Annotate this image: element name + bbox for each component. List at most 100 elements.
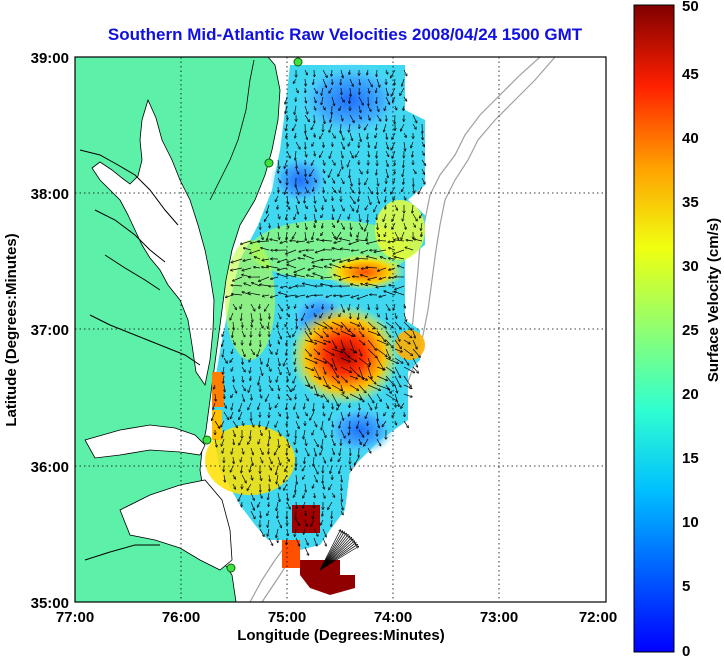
velocity-arrow (329, 123, 333, 132)
velocity-arrow (332, 248, 342, 251)
velocity-arrow (322, 366, 326, 374)
velocity-arrow (340, 393, 348, 398)
velocity-arrow (305, 231, 306, 240)
velocity-arrow (284, 483, 288, 490)
velocity-arrow (393, 96, 396, 102)
velocity-arrow (322, 456, 325, 463)
velocity-arrow (340, 375, 347, 382)
velocity-arrow (304, 255, 315, 260)
velocity-arrow (289, 285, 297, 288)
velocity-arrow (358, 339, 365, 345)
velocity-arrow (262, 259, 270, 260)
velocity-arrow (331, 447, 334, 454)
velocity-arrow (403, 393, 412, 397)
velocity-arrow (260, 510, 261, 518)
velocity-arrow (393, 177, 396, 183)
velocity-arrow (277, 519, 281, 528)
velocity-arrow (331, 321, 343, 327)
velocity-arrow (385, 204, 386, 209)
velocity-arrow (310, 168, 315, 176)
velocity-arrow (232, 348, 234, 354)
velocity-arrow (293, 123, 297, 131)
velocity-arrow (376, 348, 387, 356)
velocity-arrow (311, 123, 315, 129)
velocity-arrow (319, 543, 356, 571)
velocity-arrow (296, 321, 297, 328)
velocity-arrow (367, 69, 368, 75)
velocity-arrow (278, 339, 279, 344)
velocity-arrow (368, 150, 369, 157)
river-rappahannock (94, 209, 166, 263)
velocity-arrow (332, 420, 333, 427)
velocity-arrow (319, 531, 342, 571)
velocity-arrow (310, 411, 315, 420)
velocity-arrow (349, 402, 350, 407)
velocity-arrow (287, 265, 297, 269)
velocity-arrow (277, 456, 281, 465)
velocity-arrow (233, 375, 234, 382)
velocity-arrow (322, 429, 326, 437)
velocity-arrow (294, 267, 306, 272)
velocity-arrow (383, 213, 387, 221)
velocity-arrow (258, 438, 261, 444)
velocity-arrow (358, 411, 359, 417)
velocity-arrow (286, 501, 290, 509)
velocity-arrow (313, 528, 318, 536)
velocity-arrow (239, 402, 243, 411)
velocity-arrow (230, 312, 234, 320)
velocity-arrow (222, 447, 225, 453)
velocity-arrow (278, 159, 279, 169)
x-axis-label: Longitude (Degrees:Minutes) (237, 627, 445, 644)
velocity-arrow (385, 366, 394, 373)
velocity-arrow (395, 312, 397, 318)
velocity-arrow (331, 132, 335, 138)
velocity-arrow (385, 87, 388, 96)
velocity-arrow (358, 312, 359, 319)
velocity-arrow (332, 213, 333, 219)
velocity-arrow (366, 231, 369, 240)
velocity-arrow (321, 87, 324, 95)
velocity-arrow (323, 159, 325, 165)
velocity-arrow (377, 69, 378, 76)
velocity-arrow (243, 258, 252, 261)
velocity-arrow (268, 492, 269, 500)
velocity-arrow (385, 222, 386, 228)
velocity-arrow (332, 141, 333, 146)
velocity-arrow (267, 266, 279, 269)
colorbar-tick-label: 40 (682, 130, 699, 147)
velocity-arrow (367, 366, 372, 378)
velocity-arrow (422, 132, 423, 140)
velocity-arrow (313, 78, 314, 84)
x-tick-label: 73:00 (480, 609, 518, 626)
velocity-arrow (305, 483, 306, 492)
velocity-arrow (278, 258, 288, 262)
velocity-arrow (271, 294, 279, 297)
velocity-arrow (323, 186, 324, 192)
velocity-arrow (364, 123, 369, 130)
velocity-arrow (359, 213, 360, 221)
velocity-arrow (355, 150, 360, 157)
velocity-arrow (242, 447, 244, 454)
velocity-arrow (330, 465, 333, 473)
velocity-arrow (348, 141, 350, 146)
velocity-arrow (278, 213, 280, 219)
river-potomac (79, 149, 179, 226)
velocity-arrow (312, 429, 315, 435)
velocity-arrow (349, 321, 359, 326)
velocity-arrow (230, 465, 234, 472)
velocity-arrow (304, 339, 317, 344)
velocity-arrow (278, 186, 279, 192)
velocity-arrow (376, 312, 379, 317)
velocity-arrow (267, 231, 270, 240)
velocity-arrow (325, 267, 333, 269)
velocity-arrow (376, 384, 390, 389)
velocity-arrow (313, 420, 317, 427)
velocity-arrow (277, 411, 280, 416)
velocity-arrow (339, 312, 342, 317)
velocity-arrow (304, 132, 307, 139)
velocity-arrow (250, 375, 251, 380)
velocity-arrow (259, 366, 263, 375)
velocity-arrow (403, 159, 404, 167)
velocity-arrow (286, 393, 291, 400)
velocity-arrow (304, 519, 307, 526)
